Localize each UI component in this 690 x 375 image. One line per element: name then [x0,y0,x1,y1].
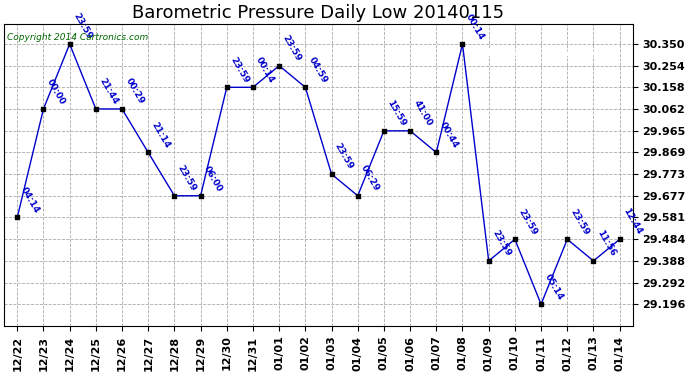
Text: 15:59: 15:59 [385,99,408,128]
Text: 00:14: 00:14 [255,56,277,84]
Point [90,106,101,112]
Point [378,128,389,134]
Point [352,193,363,199]
Text: 23:59: 23:59 [569,207,591,237]
Text: 00:14: 00:14 [464,12,486,41]
Point [535,301,546,307]
Point [117,106,128,112]
Text: Copyright 2014 Cartronics.com: Copyright 2014 Cartronics.com [8,33,148,42]
Title: Barometric Pressure Daily Low 20140115: Barometric Pressure Daily Low 20140115 [132,4,504,22]
Text: 23:59: 23:59 [281,33,303,63]
Point [404,128,415,134]
Point [588,258,599,264]
Point [431,150,442,156]
Text: 00:29: 00:29 [124,77,146,106]
Point [221,84,233,90]
Point [274,63,285,69]
Point [195,193,206,199]
Point [457,41,468,47]
Text: 41:00: 41:00 [411,99,433,128]
Text: 00:44: 00:44 [437,120,460,150]
Text: 23:59: 23:59 [333,142,355,171]
Point [64,41,75,47]
Text: 23:59: 23:59 [490,229,512,258]
Point [38,106,49,112]
Text: 05:14: 05:14 [542,272,564,302]
Point [614,236,625,242]
Text: 04:59: 04:59 [307,55,329,84]
Text: 11:56: 11:56 [595,229,617,258]
Text: 21:44: 21:44 [97,76,119,106]
Text: 06:00: 06:00 [202,164,224,193]
Text: 12:44: 12:44 [621,207,643,237]
Point [509,236,520,242]
Point [248,84,259,90]
Text: 06:29: 06:29 [359,164,382,193]
Point [326,171,337,177]
Text: 23:59: 23:59 [516,207,538,237]
Point [12,214,23,220]
Text: 23:59: 23:59 [228,55,250,84]
Text: 04:14: 04:14 [19,185,41,214]
Point [143,150,154,156]
Point [169,193,180,199]
Text: 23:59: 23:59 [71,12,93,41]
Text: 21:14: 21:14 [150,120,172,150]
Text: 00:00: 00:00 [45,77,67,106]
Point [562,236,573,242]
Point [300,84,311,90]
Text: 23:59: 23:59 [176,164,198,193]
Point [483,258,494,264]
